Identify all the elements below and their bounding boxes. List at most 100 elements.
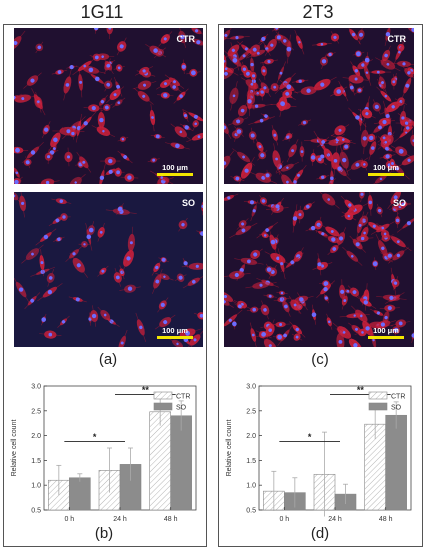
bar-so xyxy=(69,477,91,511)
scale-bar: 100 μm xyxy=(368,163,404,176)
cell xyxy=(97,105,106,135)
cell xyxy=(341,141,352,152)
cell xyxy=(392,323,401,337)
cell xyxy=(192,117,199,131)
cell xyxy=(342,246,363,266)
cell xyxy=(259,195,268,207)
cell xyxy=(135,312,147,342)
cell xyxy=(93,28,99,34)
cell xyxy=(85,222,93,251)
cell xyxy=(24,292,41,310)
cell xyxy=(369,320,397,329)
cell xyxy=(337,162,343,175)
cell xyxy=(344,334,367,347)
cell xyxy=(14,164,22,182)
cell xyxy=(116,203,124,216)
cell xyxy=(263,169,272,181)
micrograph-label: SO xyxy=(181,198,195,208)
cell xyxy=(323,292,330,304)
cell xyxy=(299,141,305,162)
cell xyxy=(224,287,240,306)
cell xyxy=(240,103,273,109)
cell xyxy=(64,147,73,167)
cell xyxy=(57,213,71,221)
cell xyxy=(182,258,189,269)
bar-ctr xyxy=(149,411,171,511)
cell xyxy=(256,221,279,239)
cell xyxy=(187,38,203,47)
x-tick-label: 0 h xyxy=(279,516,289,523)
cell xyxy=(292,204,298,233)
cell xyxy=(37,283,63,302)
cell xyxy=(255,330,272,339)
cell xyxy=(224,309,243,331)
cell xyxy=(178,28,187,49)
significance-mark: ** xyxy=(142,385,150,395)
cell xyxy=(243,200,261,205)
cell xyxy=(156,77,175,90)
cell xyxy=(83,104,104,112)
cell xyxy=(173,88,189,104)
cell xyxy=(90,305,99,327)
cell xyxy=(396,152,414,168)
cell xyxy=(158,257,169,263)
cell xyxy=(311,304,317,325)
cell xyxy=(106,86,125,104)
cell xyxy=(391,276,400,291)
cell xyxy=(147,157,160,163)
cell xyxy=(294,86,323,96)
cell xyxy=(330,31,340,44)
cell xyxy=(315,154,329,159)
cell xyxy=(170,123,192,141)
cell xyxy=(291,333,303,341)
cell xyxy=(342,288,353,294)
micrograph-1g11-ctr: CTR 100 μm xyxy=(14,28,203,184)
scale-bar: 100 μm xyxy=(157,326,193,339)
cell xyxy=(35,178,60,184)
micrograph-2t3-so: SO 100 μm xyxy=(224,192,414,347)
cell xyxy=(150,134,165,139)
cell xyxy=(350,61,363,81)
cell xyxy=(390,74,397,90)
cell xyxy=(352,50,365,58)
cell xyxy=(280,252,304,273)
cell xyxy=(100,156,121,166)
cell xyxy=(155,272,174,281)
cell xyxy=(279,80,298,94)
cell xyxy=(68,296,87,303)
cell xyxy=(224,193,239,203)
cell xyxy=(247,248,263,261)
cell xyxy=(87,221,95,240)
cell xyxy=(228,117,249,126)
cell xyxy=(145,43,167,58)
x-tick-label: 48 h xyxy=(164,516,178,523)
cell xyxy=(113,268,122,287)
y-axis-label: Relative cell count xyxy=(226,420,233,477)
y-tick-label: 2.0 xyxy=(31,433,41,440)
cell xyxy=(181,59,187,75)
cell xyxy=(372,257,379,271)
cell xyxy=(288,295,314,304)
cell xyxy=(317,192,340,209)
cell xyxy=(224,295,234,308)
cell xyxy=(174,273,187,282)
cell xyxy=(390,145,412,158)
cell xyxy=(53,236,65,242)
cell xyxy=(330,164,334,184)
bar-chart-2t3: 0.5 1.0 1.5 2.0 2.5 3.0 Relative cell count 0 h… xyxy=(221,378,419,533)
cell xyxy=(354,86,365,95)
cell xyxy=(89,53,104,62)
cell xyxy=(232,318,237,330)
cell xyxy=(368,135,378,161)
cell xyxy=(292,172,298,184)
cell xyxy=(196,230,203,237)
panel-label-c: (c) xyxy=(311,351,329,368)
cell xyxy=(224,35,250,40)
cell xyxy=(186,131,203,143)
cell xyxy=(271,197,284,215)
cell xyxy=(14,94,38,103)
y-tick-label: 0.5 xyxy=(246,508,256,515)
cell xyxy=(72,56,98,76)
cell xyxy=(410,130,414,152)
cell xyxy=(46,269,55,287)
